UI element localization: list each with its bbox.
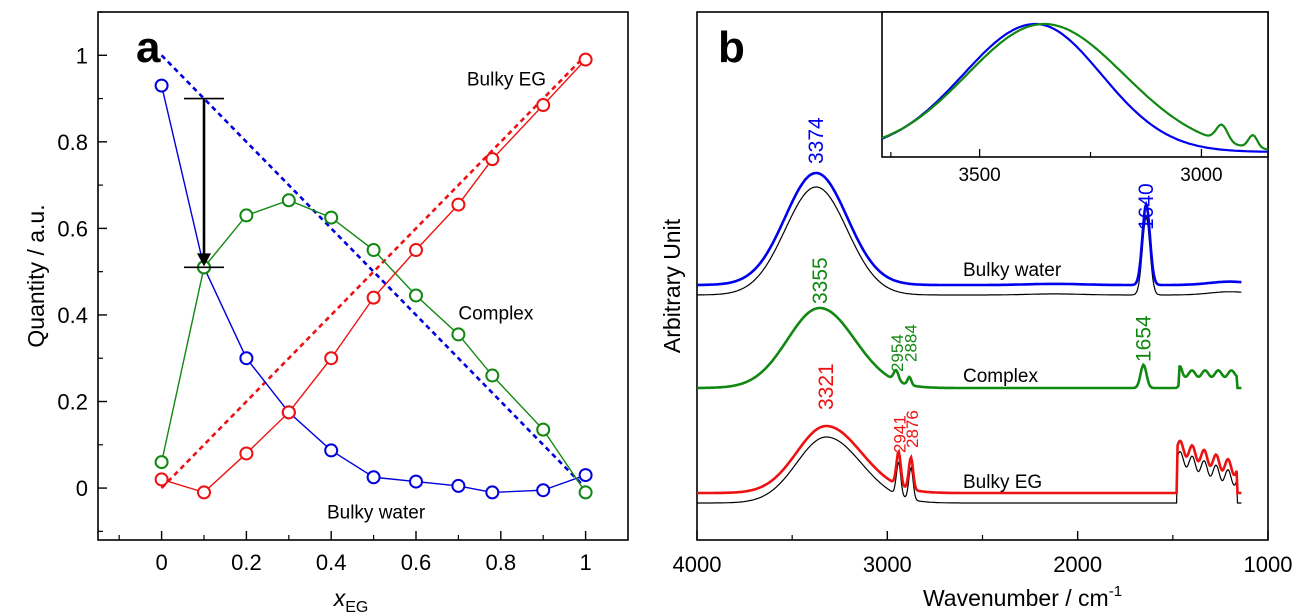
y-axis-label: Arbitrary Unit [659, 218, 685, 353]
data-point [485, 368, 500, 383]
data-point [451, 327, 466, 342]
x-tick-label: 1000 [1244, 552, 1293, 577]
peak-label: 1654 [1133, 315, 1156, 362]
x-tick-label: 3000 [863, 552, 912, 577]
x-tick-label: 2000 [1053, 552, 1102, 577]
inset-frame [881, 11, 1269, 158]
data-point [239, 351, 254, 366]
data-point [239, 208, 254, 223]
inset-spectrum-line [881, 22, 1269, 151]
x-axis-label-sub: EG [345, 599, 368, 614]
spectrum-line [697, 171, 1242, 287]
data-point [281, 405, 296, 420]
data-point [578, 468, 593, 483]
data-point [485, 485, 500, 500]
data-point [536, 98, 551, 113]
panel-a-chart: 0 0.2 0.4 0.6 0.8 1 0 0.2 0.4 0.6 0.8 1 Quantity / a… [23, 11, 629, 614]
data-point [366, 243, 381, 258]
data-point [366, 470, 381, 485]
y-tick-label: 0.6 [57, 216, 88, 241]
data-point [154, 472, 169, 487]
data-point [324, 210, 339, 225]
x-axis-label: Wavenumber / cm-1 [923, 583, 1122, 611]
y-tick-label: 0 [76, 476, 88, 501]
x-axis-label-main: Wavenumber / cm [923, 585, 1109, 611]
panel-label: a [136, 23, 161, 72]
x-axis-label-sup: -1 [1109, 583, 1122, 600]
panel-label: b [718, 23, 745, 72]
data-point [409, 288, 423, 303]
data-point [281, 193, 296, 208]
x-tick-label: 0 [155, 550, 167, 575]
series-annotation: Bulky EG [963, 472, 1042, 493]
peak-label: 2884 [901, 324, 920, 362]
data-point [578, 485, 593, 500]
data-point [578, 52, 593, 67]
peak-label: 1640 [1135, 183, 1158, 230]
data-point [154, 455, 169, 470]
peak-label: 3321 [815, 363, 838, 410]
data-point [536, 422, 551, 437]
inset-spectrum-line [881, 22, 1268, 153]
series-line [161, 59, 587, 494]
data-point [485, 152, 500, 167]
x-tick-label: 0.8 [486, 550, 517, 575]
x-tick-label: 4000 [673, 552, 722, 577]
y-tick-label: 0.4 [57, 303, 88, 328]
x-tick-label: 1 [579, 550, 591, 575]
x-axis-label-main: x [333, 585, 347, 611]
series-annotation: Complex [458, 303, 533, 324]
data-point [536, 483, 551, 498]
data-point [451, 197, 466, 212]
inset-x-tick-label: 3500 [958, 165, 1000, 186]
arrow-head [197, 253, 211, 267]
y-axis-label: Quantity / a.u. [23, 204, 49, 347]
plot-frame [97, 11, 629, 541]
reference-line [160, 54, 587, 489]
x-axis-label: xEG [333, 585, 369, 614]
data-point [197, 485, 211, 500]
spectrum-line [697, 424, 1242, 495]
data-point [366, 290, 381, 305]
spectrum-line [697, 306, 1242, 390]
y-tick-label: 0.8 [57, 130, 88, 155]
series-annotation: Bulky water [327, 502, 426, 523]
data-point [324, 443, 339, 458]
data-point [451, 478, 466, 493]
panel-b-chart: 4000 3000 2000 1000 Arbitrary Unit Wavenumber… [659, 11, 1293, 611]
peak-label: 2954 [888, 334, 907, 372]
peak-label: 2876 [903, 410, 922, 448]
x-tick-label: 0.4 [316, 550, 347, 575]
series-annotation: Complex [963, 366, 1038, 387]
series-annotation: Bulky water [963, 260, 1062, 281]
peak-label: 3355 [809, 257, 832, 304]
data-point [409, 474, 423, 489]
data-point [409, 243, 423, 258]
reference-spectrum [697, 436, 1242, 504]
x-tick-label: 0.6 [401, 550, 432, 575]
inset-x-tick-label: 3000 [1180, 165, 1222, 186]
reference-line [160, 54, 587, 489]
x-tick-label: 0.2 [231, 550, 262, 575]
y-tick-label: 0.2 [57, 390, 88, 415]
series-line [160, 85, 586, 494]
data-point [324, 351, 339, 366]
y-tick-label: 1 [76, 43, 88, 68]
data-point [239, 446, 254, 461]
series-annotation: Bulky EG [467, 70, 546, 91]
peak-label: 2941 [891, 415, 910, 453]
peak-label: 3374 [805, 117, 828, 164]
data-point [154, 78, 169, 93]
